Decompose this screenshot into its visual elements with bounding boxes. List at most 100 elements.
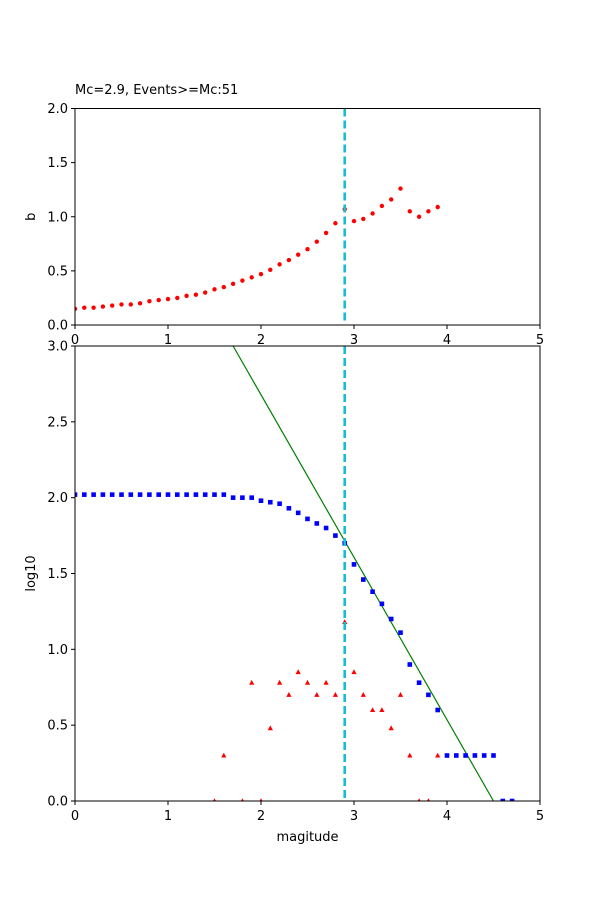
b-point-series0 bbox=[370, 211, 375, 216]
b-point-series0 bbox=[91, 305, 96, 310]
fmd-point-incremental bbox=[295, 669, 301, 675]
b-point-series0 bbox=[184, 293, 189, 298]
b-xtick-label: 1 bbox=[164, 333, 172, 348]
fmd-point-incremental bbox=[277, 679, 283, 685]
b-value-panel: Mc=2.9, Events>=Mc:51 b 0 1 2 3 4 5 0.0 0.5 1.0… bbox=[24, 83, 544, 348]
b-point-series0 bbox=[156, 297, 161, 303]
fmd-point-cumulative bbox=[398, 630, 403, 635]
b-point-series0 bbox=[296, 252, 301, 257]
b-point-series0 bbox=[314, 239, 319, 244]
fmd-ytick-label: 2.0 bbox=[47, 491, 68, 506]
fmd-point-cumulative bbox=[221, 492, 227, 497]
b-point-series0 bbox=[361, 216, 366, 222]
b-xtick-label: 5 bbox=[536, 333, 544, 348]
fmd-point-cumulative bbox=[491, 753, 496, 758]
b-point-series0 bbox=[351, 218, 357, 224]
b-point-series0 bbox=[323, 230, 329, 236]
fmd-point-cumulative bbox=[351, 562, 357, 567]
fmd-xtick-label: 1 bbox=[164, 809, 172, 824]
fmd-point-cumulative bbox=[481, 753, 487, 758]
fmd-point-incremental bbox=[249, 679, 255, 685]
fmd-point-cumulative bbox=[361, 577, 366, 582]
b-point-series0 bbox=[193, 292, 199, 297]
b-point-series0 bbox=[240, 278, 245, 283]
b-point-series0 bbox=[137, 301, 143, 306]
b-ytick-label: 1.0 bbox=[47, 210, 68, 225]
fmd-point-cumulative bbox=[137, 492, 143, 497]
fmd-point-cumulative bbox=[230, 495, 236, 500]
fmd-xtick-label: 4 bbox=[443, 809, 451, 824]
fmd-point-cumulative bbox=[454, 753, 459, 758]
fmd-point-cumulative bbox=[444, 753, 450, 758]
fmd-point-cumulative bbox=[82, 492, 87, 497]
fmd-point-incremental bbox=[388, 725, 394, 731]
fmd-point-incremental bbox=[212, 798, 217, 801]
b-plot-area bbox=[75, 108, 440, 325]
fmd-point-cumulative bbox=[202, 492, 208, 497]
fmd-point-incremental bbox=[417, 798, 421, 801]
fmd-fit-line bbox=[232, 346, 495, 801]
fmd-point-cumulative bbox=[184, 492, 189, 497]
fmd-point-cumulative bbox=[435, 707, 440, 713]
fmd-point-cumulative bbox=[509, 798, 515, 801]
b-xtick-label: 2 bbox=[257, 333, 265, 348]
fmd-point-cumulative bbox=[295, 510, 301, 516]
b-point-series0 bbox=[277, 262, 282, 267]
b-point-series0 bbox=[389, 197, 394, 202]
frequency-magnitude-panel: magitude log10 0 1 2 3 4 5 0.0 0.5 1.0 1.5 2.0 2.5… bbox=[24, 340, 544, 846]
fmd-xtick-label: 5 bbox=[536, 809, 544, 824]
fmd-point-cumulative bbox=[277, 501, 282, 507]
fmd-point-cumulative bbox=[175, 492, 180, 497]
fmd-point-cumulative bbox=[249, 495, 254, 500]
fmd-point-cumulative bbox=[268, 499, 273, 505]
fmd-point-cumulative bbox=[463, 753, 468, 758]
fmd-point-cumulative bbox=[379, 601, 385, 607]
b-chart-title: Mc=2.9, Events>=Mc:51 bbox=[75, 83, 238, 98]
fmd-point-incremental bbox=[323, 679, 329, 685]
b-point-series0 bbox=[165, 296, 171, 302]
fmd-point-incremental bbox=[332, 692, 338, 697]
fmd-point-cumulative bbox=[128, 492, 134, 497]
b-point-series0 bbox=[416, 214, 422, 219]
fmd-point-cumulative bbox=[258, 498, 264, 503]
fmd-point-cumulative bbox=[240, 495, 245, 500]
b-point-series0 bbox=[110, 303, 115, 308]
fmd-point-cumulative bbox=[314, 521, 320, 526]
b-xaxis: 0 1 2 3 4 5 bbox=[71, 325, 544, 348]
fmd-point-incremental bbox=[304, 679, 311, 685]
b-point-series0 bbox=[175, 295, 180, 301]
b-point-series0 bbox=[249, 275, 254, 280]
fmd-point-incremental bbox=[351, 669, 357, 675]
fmd-point-incremental bbox=[314, 692, 320, 697]
fmd-point-cumulative bbox=[370, 589, 375, 594]
fmd-point-cumulative bbox=[426, 692, 431, 698]
b-ytick-label: 0.0 bbox=[47, 319, 68, 334]
fmd-point-cumulative bbox=[193, 492, 199, 497]
b-ytick-label: 1.5 bbox=[47, 156, 68, 171]
fmd-point-cumulative bbox=[407, 662, 413, 667]
b-ytick-label: 0.5 bbox=[47, 264, 68, 279]
fmd-ylabel: log10 bbox=[24, 555, 39, 591]
fmd-xtick-label: 3 bbox=[350, 809, 358, 824]
fmd-point-cumulative bbox=[500, 798, 506, 801]
fmd-xtick-label: 2 bbox=[257, 809, 265, 824]
b-point-series0 bbox=[75, 306, 78, 311]
fmd-point-incremental bbox=[397, 692, 404, 697]
fmd-point-cumulative bbox=[119, 492, 124, 497]
b-yaxis: 0.0 0.5 1.0 1.5 2.0 bbox=[47, 102, 75, 334]
b-point-series0 bbox=[221, 284, 226, 290]
fmd-point-incremental bbox=[407, 752, 413, 758]
fmd-point-incremental bbox=[435, 752, 441, 758]
fmd-point-incremental bbox=[426, 798, 430, 801]
fmd-marks bbox=[75, 346, 515, 801]
fmd-point-cumulative bbox=[109, 492, 115, 497]
b-point-series0 bbox=[435, 204, 440, 210]
fmd-point-cumulative bbox=[212, 492, 217, 497]
fmd-point-incremental bbox=[259, 798, 263, 801]
b-point-series0 bbox=[82, 305, 87, 310]
b-axes-frame bbox=[74, 108, 541, 326]
fmd-point-incremental bbox=[370, 707, 376, 712]
b-point-series0 bbox=[398, 186, 403, 191]
b-point-series0 bbox=[258, 271, 264, 277]
